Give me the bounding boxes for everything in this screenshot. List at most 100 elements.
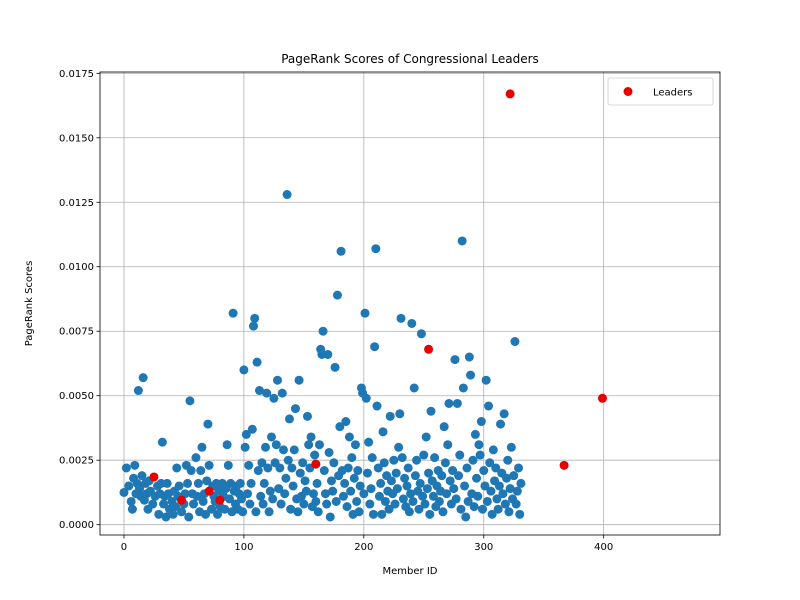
member-point [249,321,258,331]
member-point [154,509,164,519]
member-point [259,478,269,488]
member-point [364,437,374,447]
member-point [295,468,305,478]
member-point [396,313,406,323]
member-point [475,450,485,460]
member-point [505,484,515,494]
member-point [201,509,211,519]
member-point [514,463,524,473]
member-point [398,494,408,504]
member-point [510,337,520,347]
member-point [344,432,354,442]
member-point [299,499,309,509]
member-point [332,290,342,300]
member-point [340,478,350,488]
member-point [287,463,297,473]
member-point [462,463,472,473]
member-point [479,466,489,476]
member-point [499,409,509,419]
member-point [400,473,410,483]
member-point [498,489,508,499]
y-axis-ticks: 0.0000 0.0025 0.0050 0.0075 0.0100 0.0125 0.01… [59,69,100,531]
x-tick-label: 100 [234,542,253,553]
member-point [239,365,249,375]
member-point [506,442,516,452]
member-point [257,458,267,468]
x-tick-label: 200 [354,542,373,553]
member-point [500,499,510,509]
member-point [172,463,182,473]
member-point [408,496,418,506]
member-point [512,486,522,496]
member-point [461,512,471,522]
member-point [133,386,143,396]
member-point [312,478,322,488]
member-point [374,491,384,501]
member-point [422,484,432,494]
member-point [389,455,399,465]
member-point [243,489,252,499]
member-point [349,473,359,483]
member-point [119,487,129,497]
member-point [278,445,288,455]
y-tick-label: 0.0175 [59,69,94,80]
member-point [451,494,461,504]
y-tick-label: 0.0100 [59,262,94,273]
member-point [485,458,495,468]
member-point [386,476,396,486]
member-point [301,486,311,496]
member-point [223,460,233,470]
member-point [355,481,365,491]
member-point [207,504,217,514]
member-point [159,499,169,509]
member-point [338,491,348,501]
member-point [384,504,394,514]
y-tick-label: 0.0150 [59,133,94,144]
member-point [484,401,494,411]
member-point [434,496,444,506]
member-point [368,509,378,519]
member-point [256,491,266,501]
member-point [322,499,332,509]
member-point [311,496,321,506]
member-point [487,509,497,519]
leader-point [597,393,607,403]
member-point [225,494,235,504]
member-point [183,478,193,488]
member-point [416,329,426,339]
member-point [449,484,459,494]
member-point [130,460,140,470]
member-point [177,507,187,517]
member-point [222,440,232,450]
member-point [342,502,352,512]
plot-frame [99,71,721,536]
member-point [361,393,371,403]
member-point [282,190,292,200]
member-point [418,491,428,501]
member-point [392,484,402,494]
member-point [280,489,290,499]
member-point [247,424,257,434]
member-point [262,388,272,398]
member-point [450,355,460,365]
member-point [343,463,353,473]
member-point [492,494,502,504]
grid [100,72,720,535]
member-point [244,460,254,470]
member-point [168,509,178,519]
member-point [326,476,336,486]
member-point [121,463,131,473]
member-point [319,466,329,476]
member-point [228,308,238,318]
leader-point [559,460,569,470]
member-point [474,440,484,450]
legend-marker-leaders [623,87,633,96]
member-point [373,463,383,473]
leader-point [215,495,225,505]
member-point [482,496,492,506]
member-point [314,440,324,450]
member-point [442,489,452,499]
member-point [385,411,395,421]
member-point [365,499,375,509]
